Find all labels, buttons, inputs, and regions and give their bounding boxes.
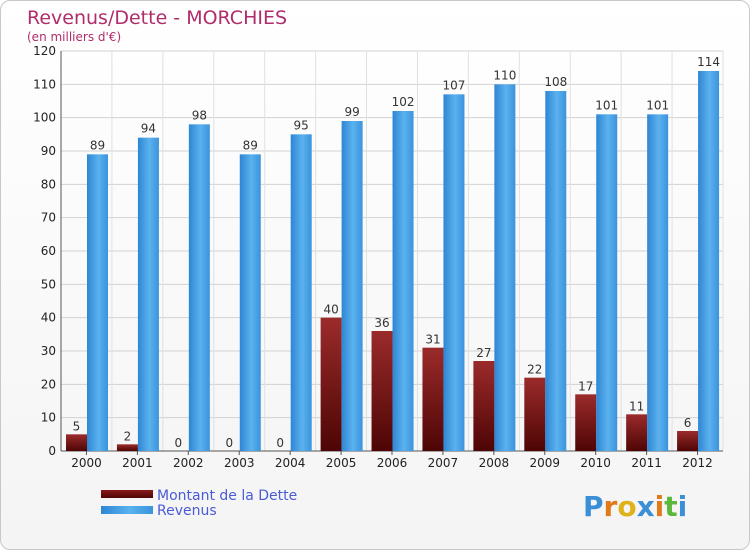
bar-revenus-2012 (698, 71, 720, 451)
data-label-revenus-2004: 95 (294, 118, 309, 132)
bar-revenus-2008 (494, 84, 516, 451)
data-label-revenus-2012: 114 (697, 55, 720, 69)
proxiti-logo: Proxiti (583, 490, 687, 523)
y-tick-label: 10 (41, 411, 56, 425)
bar-revenus-2000 (87, 154, 108, 452)
y-tick-label: 20 (41, 377, 56, 391)
data-label-revenus-2007: 107 (443, 78, 466, 92)
y-tick-label: 70 (41, 211, 56, 225)
data-label-dette-2010: 17 (578, 379, 593, 393)
data-label-revenus-2008: 110 (493, 68, 516, 82)
legend-label-revenus: Revenus (157, 503, 217, 519)
bar-dette-2011 (626, 414, 648, 451)
bar-revenus-2004 (290, 134, 312, 452)
data-label-revenus-2010: 101 (595, 98, 618, 112)
bar-dette-2007 (422, 347, 444, 451)
data-label-dette-2002: 0 (175, 436, 183, 450)
x-tick-label: 2002 (173, 456, 204, 470)
data-label-revenus-2009: 108 (544, 75, 567, 89)
bar-revenus-2010 (596, 114, 618, 451)
bar-dette-2005 (320, 317, 342, 451)
y-tick-label: 40 (41, 311, 56, 325)
bar-revenus-2003 (239, 154, 261, 452)
data-label-revenus-2011: 101 (646, 98, 669, 112)
x-tick-label: 2004 (275, 456, 306, 470)
legend: Montant de la Dette Revenus (101, 488, 297, 519)
x-tick-label: 2010 (580, 456, 611, 470)
data-label-revenus-2001: 94 (141, 122, 156, 136)
bar-dette-2008 (473, 361, 495, 451)
chart-subtitle: (en milliers d'€) (27, 30, 121, 44)
data-label-dette-2006: 36 (374, 316, 389, 330)
data-label-dette-2008: 27 (476, 346, 491, 360)
y-tick-label: 100 (33, 111, 56, 125)
bar-revenus-2009 (545, 91, 567, 451)
x-tick-label: 2007 (428, 456, 459, 470)
y-tick-label: 50 (41, 277, 56, 291)
x-tick-label: 2000 (71, 456, 102, 470)
legend-swatch-revenus (101, 506, 153, 514)
x-tick-label: 2011 (631, 456, 662, 470)
x-tick-label: 2003 (224, 456, 255, 470)
x-tick-label: 2008 (479, 456, 510, 470)
data-label-revenus-2006: 102 (392, 95, 415, 109)
x-tick-label: 2005 (326, 456, 357, 470)
y-tick-label: 90 (41, 144, 56, 158)
bar-revenus-2002 (188, 124, 210, 451)
data-label-dette-2004: 0 (276, 436, 284, 450)
x-tick-label: 2006 (377, 456, 408, 470)
data-label-dette-2011: 11 (629, 399, 644, 413)
bar-dette-2000 (66, 434, 87, 451)
bar-revenus-2011 (647, 114, 669, 451)
legend-swatch-dette (101, 490, 153, 498)
x-tick-label: 2001 (122, 456, 153, 470)
bar-dette-2012 (677, 431, 699, 451)
data-label-revenus-2002: 98 (192, 108, 207, 122)
y-tick-label: 0 (48, 444, 56, 458)
data-labels: 5 89 2 94 0 98 0 89 0 95 40 99 36 102 31 107 27 110 22 108 1… (73, 55, 720, 450)
data-label-revenus-2003: 89 (243, 138, 258, 152)
data-label-dette-2012: 6 (684, 416, 692, 430)
bar-revenus-2006 (392, 111, 414, 451)
bar-dette-2010 (575, 394, 597, 451)
y-tick-label: 30 (41, 344, 56, 358)
data-label-dette-2001: 2 (124, 429, 132, 443)
legend-label-dette: Montant de la Dette (157, 488, 297, 504)
bar-dette-2006 (371, 331, 393, 451)
bar-dette-2009 (524, 377, 546, 451)
data-label-dette-2007: 31 (425, 333, 440, 347)
y-tick-label: 80 (41, 177, 56, 191)
data-label-dette-2003: 0 (225, 436, 233, 450)
y-tick-label: 110 (33, 77, 56, 91)
x-tick-label: 2009 (529, 456, 560, 470)
x-tick-label: 2012 (682, 456, 713, 470)
bar-dette-2001 (116, 444, 138, 451)
y-tick-label: 120 (33, 44, 56, 58)
bar-revenus-2001 (137, 137, 159, 451)
data-label-revenus-2005: 99 (344, 105, 359, 119)
chart-title: Revenus/Dette - MORCHIES (27, 7, 287, 29)
data-label-revenus-2000: 89 (90, 138, 105, 152)
data-label-dette-2005: 40 (323, 303, 338, 317)
bar-revenus-2007 (443, 94, 465, 451)
y-tick-label: 60 (41, 244, 56, 258)
bar-revenus-2005 (341, 121, 363, 451)
data-label-dette-2009: 22 (527, 363, 542, 377)
data-label-dette-2000: 5 (73, 419, 81, 433)
bars (66, 71, 720, 452)
